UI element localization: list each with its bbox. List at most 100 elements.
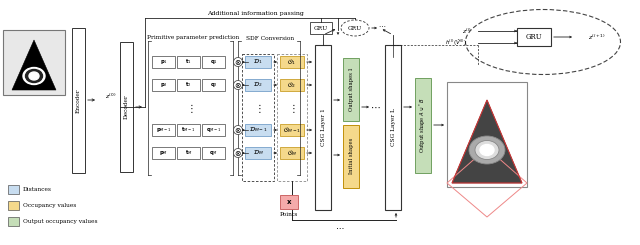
Text: $\mathcal{D}_1$: $\mathcal{D}_1$	[253, 58, 262, 66]
Text: $\otimes$: $\otimes$	[234, 81, 242, 89]
Text: $\mathbf{t}_M$: $\mathbf{t}_M$	[185, 148, 193, 158]
Bar	[280, 124, 304, 136]
Text: CSG Layer 1: CSG Layer 1	[321, 108, 326, 146]
Text: $\mathbf{p}_2$: $\mathbf{p}_2$	[159, 81, 168, 89]
Text: Points: Points	[280, 211, 298, 217]
Bar	[8, 185, 19, 194]
Ellipse shape	[475, 140, 499, 159]
Text: $\vdots$: $\vdots$	[288, 101, 296, 114]
Bar	[152, 79, 175, 91]
Text: $\vdots$: $\vdots$	[254, 101, 262, 114]
Bar	[245, 147, 271, 159]
Bar	[152, 147, 175, 159]
Bar	[277, 54, 307, 181]
Text: $\mathbf{t}_2$: $\mathbf{t}_2$	[185, 81, 192, 89]
Text: $\mathbf{q}_{M-1}$: $\mathbf{q}_{M-1}$	[205, 126, 221, 134]
Text: $\mathcal{D}_M$: $\mathcal{D}_M$	[253, 148, 263, 158]
Text: GRU: GRU	[348, 25, 362, 30]
Text: $\otimes$: $\otimes$	[234, 58, 242, 66]
Circle shape	[234, 58, 243, 66]
Text: $z^{(0)}$: $z^{(0)}$	[106, 91, 116, 101]
Text: SDF Conversion: SDF Conversion	[246, 36, 294, 40]
Text: Decoder: Decoder	[124, 95, 129, 119]
Text: $\cdots$: $\cdots$	[370, 102, 380, 111]
Text: Primitive parameter prediction: Primitive parameter prediction	[147, 36, 239, 40]
Bar	[517, 28, 551, 46]
Text: $\otimes$: $\otimes$	[234, 148, 242, 158]
Text: GRU: GRU	[314, 25, 328, 30]
Polygon shape	[452, 100, 522, 183]
Bar	[177, 147, 200, 159]
Bar	[242, 54, 274, 181]
Text: $\mathbf{t}_1$: $\mathbf{t}_1$	[185, 58, 192, 66]
Ellipse shape	[341, 20, 369, 36]
Circle shape	[234, 81, 243, 89]
Ellipse shape	[480, 145, 494, 156]
Text: $h^{(l)}(\hat{V}^{(l)})$: $h^{(l)}(\hat{V}^{(l)})$	[445, 38, 467, 48]
Bar	[315, 45, 331, 210]
Bar	[280, 79, 304, 91]
Text: Output occupancy values: Output occupancy values	[23, 219, 97, 224]
Bar	[177, 56, 200, 68]
Text: Additional information passing: Additional information passing	[207, 12, 303, 16]
Text: $\mathbf{x}$: $\mathbf{x}$	[286, 198, 292, 206]
Text: $\mathcal{D}_2$: $\mathcal{D}_2$	[253, 81, 262, 89]
Ellipse shape	[29, 72, 39, 80]
Bar	[120, 42, 133, 172]
Text: Output shape $A\cup^* B$: Output shape $A\cup^* B$	[418, 97, 428, 153]
Text: Output shapes 1: Output shapes 1	[349, 67, 353, 111]
Bar	[202, 124, 225, 136]
Text: $\mathcal{O}_M$: $\mathcal{O}_M$	[287, 148, 297, 158]
Bar	[343, 125, 359, 188]
Circle shape	[234, 148, 243, 158]
Text: Encoder: Encoder	[76, 88, 81, 113]
Bar	[8, 217, 19, 226]
Text: $\mathbf{p}_1$: $\mathbf{p}_1$	[159, 58, 168, 66]
Bar	[152, 124, 175, 136]
Text: $\mathbf{t}_{M-1}$: $\mathbf{t}_{M-1}$	[181, 125, 196, 135]
Text: $\mathbf{p}_{M-1}$: $\mathbf{p}_{M-1}$	[156, 126, 172, 134]
Bar	[447, 82, 527, 187]
Ellipse shape	[26, 70, 42, 83]
Text: $\mathcal{O}_{M-1}$: $\mathcal{O}_{M-1}$	[283, 125, 301, 135]
Bar	[245, 79, 271, 91]
Bar	[72, 28, 85, 173]
Text: Occupancy values: Occupancy values	[23, 203, 76, 208]
Text: $\mathcal{O}_1$: $\mathcal{O}_1$	[287, 57, 296, 67]
Ellipse shape	[23, 68, 45, 85]
Bar	[280, 147, 304, 159]
Bar	[245, 124, 271, 136]
Bar	[343, 58, 359, 121]
Bar	[310, 22, 332, 34]
Bar	[245, 56, 271, 68]
Text: $\mathcal{O}_2$: $\mathcal{O}_2$	[287, 80, 296, 90]
Bar	[280, 56, 304, 68]
Bar	[202, 56, 225, 68]
Bar	[152, 56, 175, 68]
Text: $\cdots$: $\cdots$	[378, 21, 386, 29]
Text: $\cdots$: $\cdots$	[335, 223, 345, 231]
Text: $\mathbf{q}_1$: $\mathbf{q}_1$	[209, 58, 218, 66]
Ellipse shape	[469, 136, 505, 164]
Bar	[415, 78, 431, 173]
Bar	[8, 201, 19, 210]
Bar	[3, 30, 65, 95]
Text: $z^{(l)}$: $z^{(l)}$	[462, 26, 472, 36]
Text: $\vdots$: $\vdots$	[186, 101, 194, 114]
Bar	[202, 79, 225, 91]
Text: Initial shapes: Initial shapes	[349, 138, 353, 174]
Bar	[280, 195, 298, 209]
Text: $\mathbf{q}_M$: $\mathbf{q}_M$	[209, 149, 218, 157]
Bar	[177, 124, 200, 136]
Bar	[385, 45, 401, 210]
Text: $z^{(l+1)}$: $z^{(l+1)}$	[588, 32, 606, 42]
Text: $\mathbf{p}_M$: $\mathbf{p}_M$	[159, 149, 168, 157]
Bar	[202, 147, 225, 159]
Text: GRU: GRU	[525, 33, 542, 41]
Text: $\mathbf{q}_2$: $\mathbf{q}_2$	[209, 81, 218, 89]
Text: $\mathcal{D}_{M-1}$: $\mathcal{D}_{M-1}$	[249, 125, 268, 135]
Text: $\otimes$: $\otimes$	[234, 125, 242, 135]
Circle shape	[234, 125, 243, 135]
Text: CSG Layer L: CSG Layer L	[390, 108, 396, 146]
Text: Distances: Distances	[23, 187, 52, 192]
